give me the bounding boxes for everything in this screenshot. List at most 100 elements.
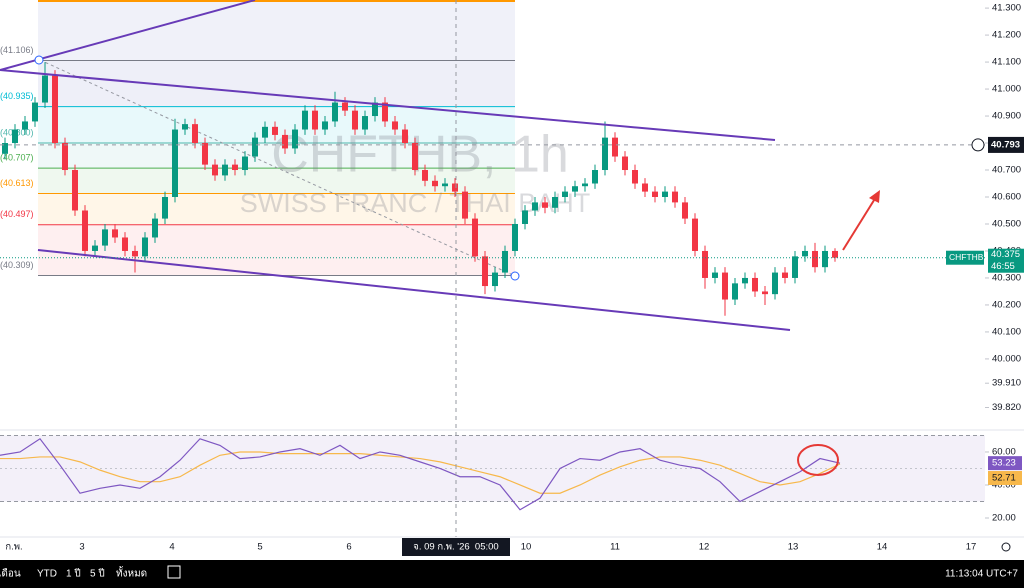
candle-body <box>502 250 508 273</box>
candle-body <box>682 202 688 219</box>
candle-body <box>332 102 338 122</box>
candle-body <box>722 272 728 300</box>
range-button[interactable]: เดือน <box>0 568 21 580</box>
candle-body <box>812 250 818 268</box>
candle-body <box>412 143 418 171</box>
candle-body <box>2 143 8 154</box>
candle-body <box>162 196 168 219</box>
rsi-ma-line <box>0 451 841 494</box>
candle-body <box>182 124 188 130</box>
candle-body <box>202 143 208 165</box>
candle-body <box>712 272 718 278</box>
candle-body <box>632 170 638 184</box>
candle-body <box>352 110 358 130</box>
arrow <box>842 196 877 251</box>
rsi-band <box>0 435 985 502</box>
candle-body <box>552 196 558 208</box>
candle-body <box>482 256 488 287</box>
candle-body <box>802 250 808 257</box>
y-tick-label: 41.300 <box>992 3 1021 14</box>
candle-body <box>572 186 578 192</box>
x-tick-label: 13 <box>788 542 799 553</box>
candle-body <box>652 191 658 197</box>
settings-icon[interactable] <box>1001 542 1011 552</box>
x-tick-label: 14 <box>877 542 888 553</box>
candle-body <box>742 277 748 284</box>
y-tick-label: 40.500 <box>992 219 1021 230</box>
candle-body <box>222 164 228 176</box>
candle-body <box>582 183 588 187</box>
symbol-tag <box>946 250 984 265</box>
watermark: CHFTHB, 1h <box>271 126 569 184</box>
crosshair-price-box <box>988 136 1024 153</box>
candle-body <box>322 121 328 130</box>
fib-zone <box>38 143 515 169</box>
range-button[interactable]: 1 ปี <box>66 568 81 580</box>
candle-body <box>622 156 628 171</box>
y-tick-label: 39.820 <box>992 402 1021 413</box>
candle-body <box>832 250 838 258</box>
range-button[interactable]: ทั้งหมด <box>116 566 147 580</box>
channel-lower <box>37 249 791 331</box>
candle-body <box>542 202 548 208</box>
candle-body <box>72 170 78 211</box>
candle-body <box>702 250 708 278</box>
x-tick-label: 4 <box>169 542 174 553</box>
candle-body <box>112 229 118 238</box>
x-tick-label: 10 <box>521 542 532 553</box>
candle-body <box>302 110 308 130</box>
candle-body <box>642 183 648 192</box>
add-alert[interactable] <box>971 138 985 152</box>
candle-body <box>342 102 348 111</box>
rsi-tick-label: 60.00 <box>992 446 1016 457</box>
anchor[interactable] <box>34 55 44 65</box>
candle-body <box>442 183 448 187</box>
candle-body <box>272 126 278 135</box>
candle-body <box>212 164 218 176</box>
y-tick-label: 41.200 <box>992 30 1021 41</box>
candle-body <box>152 218 158 238</box>
y-tick-label: 40.600 <box>992 192 1021 203</box>
candle-body <box>432 180 438 187</box>
range-button[interactable]: 5 ปี <box>90 568 105 580</box>
candle-body <box>752 277 758 292</box>
candle-body <box>492 272 498 287</box>
y-tick-label: 40.200 <box>992 299 1021 310</box>
y-tick-label: 40.100 <box>992 326 1021 337</box>
candle-body <box>142 237 148 257</box>
range-button[interactable]: YTD <box>37 569 57 580</box>
crosshair-time-box <box>402 538 510 556</box>
rsi-line <box>0 437 841 511</box>
candle-body <box>792 256 798 278</box>
candle-body <box>562 191 568 197</box>
fib-label: (40.309) <box>0 260 34 270</box>
candle-body <box>592 170 598 184</box>
crosshair-time: จ. 09 ก.พ. '26 05:00 <box>413 542 498 553</box>
candle-body <box>452 183 458 192</box>
anchor[interactable] <box>510 271 520 281</box>
x-tick-label: ก.พ. <box>5 542 22 553</box>
date-range-icon[interactable] <box>167 565 181 579</box>
y-tick-label: 40.700 <box>992 165 1021 176</box>
y-tick-label: 41.000 <box>992 84 1021 95</box>
candle-body <box>312 110 318 130</box>
candle-body <box>772 272 778 295</box>
last-price: 40.375 <box>991 249 1020 260</box>
candle-body <box>102 229 108 246</box>
x-tick-label: 3 <box>79 542 84 553</box>
fib-label: (40.707) <box>0 152 34 162</box>
candle-body <box>822 250 828 268</box>
candle-body <box>672 191 678 203</box>
candle-body <box>512 223 518 251</box>
candle-body <box>362 116 368 130</box>
fib-label: (40.497) <box>0 209 34 219</box>
y-tick-label: 40.300 <box>992 272 1021 283</box>
x-tick-label: 11 <box>610 542 620 553</box>
y-tick-label: 40.900 <box>992 111 1021 122</box>
candle-body <box>532 202 538 211</box>
candle-body <box>602 137 608 171</box>
y-tick-label: 41.100 <box>992 57 1021 68</box>
candle-body <box>472 218 478 257</box>
